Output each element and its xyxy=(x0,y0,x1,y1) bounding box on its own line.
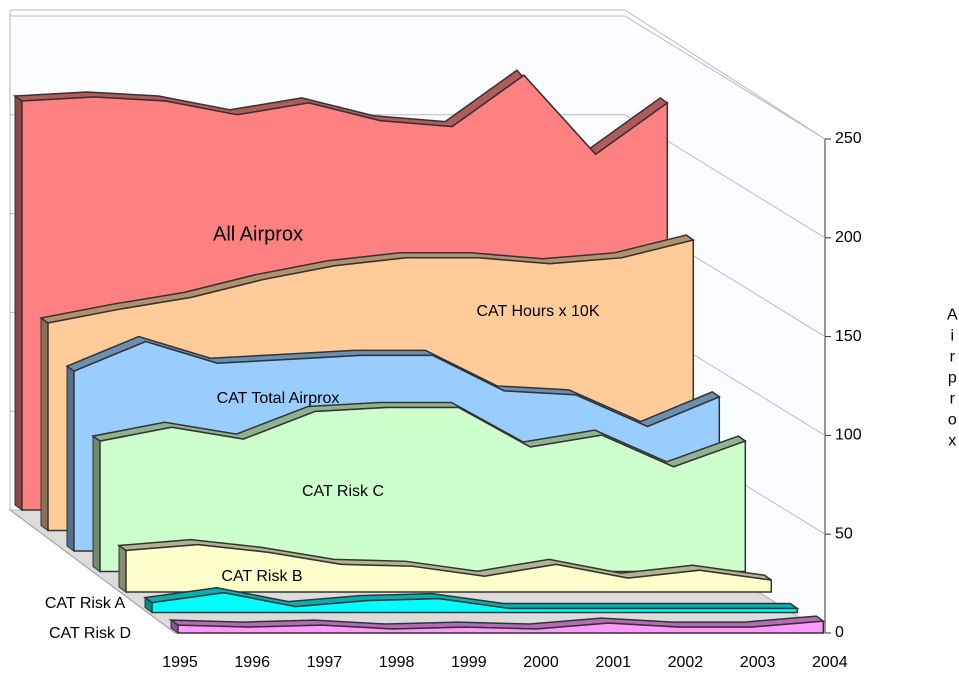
x-tick-label: 1998 xyxy=(379,654,415,671)
area-side xyxy=(92,435,101,573)
series-label: All Airprox xyxy=(213,223,303,245)
x-tick-label: 2001 xyxy=(595,654,631,671)
y-tick-label: 150 xyxy=(835,328,862,345)
area xyxy=(99,406,747,573)
series-label: CAT Total Airprox xyxy=(217,390,340,407)
area-side xyxy=(66,365,75,552)
y-tick-label: 50 xyxy=(835,525,853,542)
y-tick-label: 100 xyxy=(835,427,862,444)
wall-edge xyxy=(624,9,826,140)
x-tick-label: 1997 xyxy=(307,654,343,671)
x-tick-label: 2000 xyxy=(523,654,559,671)
y-axis-title: Airprox xyxy=(944,307,959,454)
series-label: CAT Risk C xyxy=(302,483,384,500)
y-tick-label: 250 xyxy=(835,130,862,147)
x-tick-label: 1999 xyxy=(451,654,487,671)
area xyxy=(151,591,799,614)
series-label: CAT Hours x 10K xyxy=(476,303,599,320)
series-label: CAT Risk B xyxy=(221,568,302,585)
x-tick-label: 2003 xyxy=(740,654,776,671)
x-tick-label: 2002 xyxy=(668,654,704,671)
area-side xyxy=(14,94,23,511)
grid-line xyxy=(10,15,826,140)
x-tick-label: 1995 xyxy=(162,654,198,671)
x-tick-label: 1996 xyxy=(234,654,270,671)
series-label: CAT Risk A xyxy=(45,595,126,612)
y-tick-label: 0 xyxy=(835,624,844,641)
area-side xyxy=(40,317,49,532)
series-label: CAT Risk D xyxy=(49,625,131,642)
y-tick-label: 200 xyxy=(835,229,862,246)
area-side xyxy=(118,544,127,593)
area xyxy=(177,620,825,634)
area xyxy=(125,543,773,593)
x-tick-label: 2004 xyxy=(812,654,848,671)
